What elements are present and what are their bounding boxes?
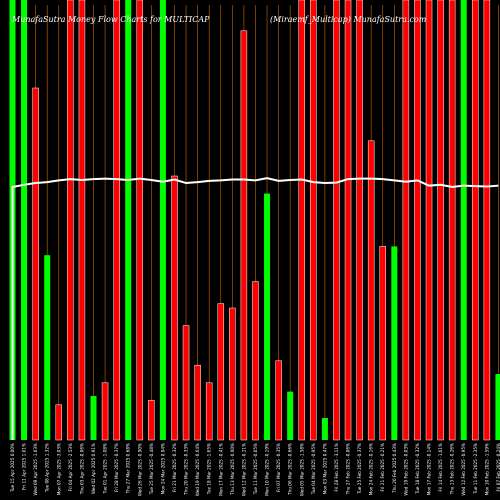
x-tick-label: Thu 03 Apr 2025 -0.06% [79, 443, 84, 495]
x-tick-label: Mon 17 Feb 2025 -0.14% [427, 443, 432, 495]
x-tick-label: Tue 04 Mar 2025 -0.95% [311, 443, 316, 495]
bar [55, 404, 63, 441]
chart-subtitle: (Miraemf_Multicap) MunafaSutra.com [270, 15, 427, 24]
bar [217, 303, 225, 441]
bar [379, 246, 386, 441]
bar [333, 0, 340, 441]
x-tick-label: Thu 06 Mar 2025 -0.66% [288, 443, 293, 496]
bar [448, 0, 456, 441]
x-tick-label: Thu 13 Mar 2025 -0.60% [230, 443, 235, 496]
bar [460, 0, 467, 440]
x-tick-label: Tue 18 Mar 2025 -1.65% [207, 443, 212, 495]
x-tick-label: Tue 15 Apr 2025 0.00% [10, 443, 15, 493]
bar [240, 30, 248, 441]
x-tick-label: Fri 21 Mar 2025 -0.32% [172, 443, 177, 492]
bar [264, 193, 271, 440]
bar [391, 246, 398, 440]
x-tick-label: Thu 27 Feb 2025 -0.06% [346, 443, 351, 495]
bar [136, 0, 144, 441]
bar [495, 374, 500, 440]
x-tick-label: Wed 09 Apr 2025 -1.03% [33, 443, 38, 496]
bar [402, 0, 410, 441]
x-tick-label: Fri 28 Feb 2025 -3.11% [334, 443, 339, 492]
x-tick-label: Thu 20 Feb 2025 0.43% [392, 443, 397, 494]
x-tick-label: Tue 08 Apr 2025 1.32% [45, 443, 50, 493]
bar [67, 0, 74, 441]
x-tick-label: Tue 18 Feb 2025 -0.32% [415, 443, 420, 495]
x-tick-label: Wed 19 Mar 2025 -0.64% [195, 443, 200, 496]
bar-series [9, 0, 500, 441]
x-tick-label: Thu 20 Mar 2025 -0.33% [184, 443, 189, 496]
bar [287, 391, 294, 440]
x-tick-label: Thu 27 Mar 2025 0.68% [126, 443, 131, 494]
x-tick-label: Mon 03 Mar 2025 0.47% [322, 443, 327, 494]
x-tick-label: Mon 24 Feb 2025 -0.16% [369, 443, 374, 495]
x-tick-label: Wed 26 Mar 2025 -0.90% [137, 443, 142, 496]
bar [205, 382, 213, 441]
bar [78, 0, 86, 441]
x-tick-label: Wed 05 Mar 2025 -1.58% [299, 443, 304, 496]
bar [113, 0, 120, 441]
x-tick-label: Fri 14 Feb 2025 -1.01% [438, 443, 443, 492]
chart-title: MunafaSutra Money Flow Charts for MULTIC… [11, 15, 210, 24]
bar [472, 0, 479, 441]
bar [483, 0, 491, 441]
x-tick-label: Mon 24 Mar 2025 0.94% [160, 443, 165, 494]
x-tick-label: Tue 25 Feb 2025 -0.37% [357, 443, 362, 495]
x-tick-label: Fri 21 Feb 2025 -0.21% [380, 443, 385, 492]
bar [310, 0, 317, 441]
bar [321, 418, 328, 440]
x-tick-label: Mon 10 Feb 2025 -1.59% [484, 443, 489, 495]
bar [32, 87, 39, 441]
bar [182, 325, 190, 441]
bar [159, 0, 166, 440]
x-tick-label: Tue 11 Mar 2025 -0.05% [253, 443, 258, 495]
x-tick-labels: Tue 15 Apr 2025 0.00% Fri 11 Apr 2025 1.0… [10, 443, 500, 496]
x-tick-label: Fri 28 Mar 2025 -0.37% [114, 443, 119, 492]
x-tick-label: Wed 02 Apr 2025 0.91% [91, 443, 96, 494]
bar [437, 0, 444, 441]
money-flow-line [11, 177, 499, 440]
x-tick-label: Mon 07 Apr 2025 -3.03% [56, 443, 61, 495]
x-tick-label: Fri 07 Mar 2025 -0.35% [276, 443, 281, 492]
x-tick-label: Tue 01 Apr 2025 -1.08% [103, 443, 108, 495]
bar [148, 400, 155, 441]
x-tick-label: Tue 25 Mar 2025 -0.48% [149, 443, 154, 495]
bar [171, 175, 178, 441]
bar [194, 364, 201, 441]
bar [425, 0, 433, 441]
bar [275, 360, 282, 441]
bar [101, 382, 109, 441]
bar [367, 140, 375, 441]
x-tick-label: Mon 10 Mar 2025 -0.19% [265, 443, 270, 496]
x-tick-label: Fri 11 Apr 2025 1.01% [22, 443, 27, 490]
bar [90, 396, 97, 440]
x-tick-label: Thu 13 Feb 2025 -0.26% [450, 443, 455, 495]
x-tick-label: Tue 11 Feb 2025 -2.35% [473, 443, 478, 495]
x-tick-label: Wed 12 Feb 2025 -0.95% [461, 443, 466, 496]
x-tick-label: Mon 17 Mar 2025 -0.41% [218, 443, 223, 496]
bar [229, 307, 236, 441]
bar [21, 0, 28, 440]
bar [298, 0, 305, 441]
bar [125, 0, 132, 440]
x-tick-label: Wed 19 Feb 2025 -0.03% [403, 443, 408, 496]
bar [252, 281, 259, 441]
bar [356, 0, 363, 441]
bar [414, 0, 421, 441]
x-tick-label: Fri 04 Apr 2025 -2.53% [68, 443, 73, 491]
x-tick-label: Fri 07 Feb 2025 -0.24% [496, 443, 500, 492]
bar [344, 0, 352, 441]
x-tick-label: Wed 12 Mar 2025 -0.21% [241, 443, 246, 496]
bar [44, 255, 51, 440]
